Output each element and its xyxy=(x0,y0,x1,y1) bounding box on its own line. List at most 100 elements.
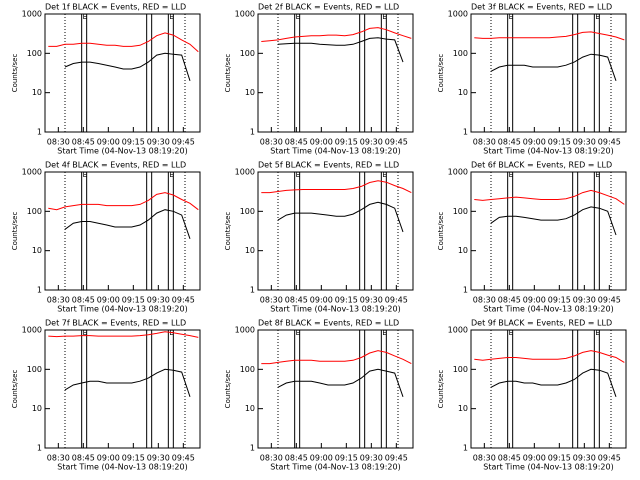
y-tick-label: 1 xyxy=(250,444,255,453)
x-tick-label: 09:30 xyxy=(573,296,596,305)
series-line xyxy=(474,350,625,363)
marker-label: E xyxy=(595,171,599,179)
marker-label: E xyxy=(509,171,513,179)
y-tick-label: 1 xyxy=(463,444,468,453)
x-tick-label: 08:45 xyxy=(285,454,308,463)
x-tick-label: 09:45 xyxy=(385,138,408,147)
plot-frame xyxy=(257,329,414,449)
plot-frame xyxy=(470,329,627,449)
x-tick-label: 09:00 xyxy=(310,296,333,305)
x-tick-label: 09:30 xyxy=(147,296,170,305)
y-tick-label: 10 xyxy=(32,404,42,413)
y-tick-label: 100 xyxy=(27,49,42,58)
y-tick-label: 1 xyxy=(37,128,42,137)
series-line xyxy=(48,331,199,338)
y-axis-label: Counts/sec xyxy=(224,54,232,93)
x-tick-label: 09:45 xyxy=(598,454,621,463)
y-tick-label: 10 xyxy=(458,246,468,255)
y-tick-label: 100 xyxy=(453,49,468,58)
x-tick-label: 08:30 xyxy=(260,296,283,305)
series-line xyxy=(64,52,191,81)
plot-frame xyxy=(470,171,627,291)
plot-frame xyxy=(44,171,201,291)
y-axis-label: Counts/sec xyxy=(437,370,445,409)
y-tick-label: 1 xyxy=(37,286,42,295)
chart-title: Det 3f BLACK = Events, RED = LLD xyxy=(471,3,612,12)
chart-title: Det 6f BLACK = Events, RED = LLD xyxy=(471,161,612,170)
x-tick-label: 09:30 xyxy=(360,138,383,147)
plot-frame xyxy=(257,13,414,133)
x-tick-label: 09:15 xyxy=(122,454,145,463)
x-tick-label: 09:45 xyxy=(172,296,195,305)
y-tick-label: 1000 xyxy=(235,168,255,177)
marker-label: E xyxy=(296,329,300,337)
x-tick-label: 09:45 xyxy=(598,138,621,147)
marker-label: E xyxy=(296,171,300,179)
marker-label: E xyxy=(595,13,599,21)
x-tick-label: 09:00 xyxy=(523,454,546,463)
x-tick-label: 08:45 xyxy=(72,296,95,305)
y-tick-label: 100 xyxy=(240,365,255,374)
x-tick-label: 09:30 xyxy=(147,454,170,463)
y-tick-label: 100 xyxy=(27,207,42,216)
series-line xyxy=(490,206,617,236)
series-line xyxy=(48,192,199,211)
marker-label: E xyxy=(296,13,300,21)
y-tick-label: 1 xyxy=(463,286,468,295)
plot-frame xyxy=(44,13,201,133)
plot-frame xyxy=(470,13,627,133)
plot-frame xyxy=(44,329,201,449)
marker-label: E xyxy=(83,13,87,21)
x-tick-label: 09:15 xyxy=(548,296,571,305)
x-tick-label: 09:45 xyxy=(172,138,195,147)
y-axis-label: Counts/sec xyxy=(11,370,19,409)
series-line xyxy=(490,53,617,81)
y-tick-label: 10 xyxy=(32,246,42,255)
x-tick-label: 08:45 xyxy=(285,296,308,305)
y-axis-label: Counts/sec xyxy=(11,54,19,93)
marker-label: E xyxy=(595,329,599,337)
series-line xyxy=(64,209,191,239)
y-axis-label: Counts/sec xyxy=(224,212,232,251)
y-axis-label: Counts/sec xyxy=(224,370,232,409)
x-axis-label: Start Time (04-Nov-13 08:19:20) xyxy=(483,147,613,156)
y-tick-label: 10 xyxy=(458,88,468,97)
x-axis-label: Start Time (04-Nov-13 08:19:20) xyxy=(270,305,400,314)
marker-label: E xyxy=(509,329,513,337)
series-line xyxy=(48,32,199,53)
y-tick-label: 100 xyxy=(240,49,255,58)
y-tick-label: 10 xyxy=(32,88,42,97)
series-line xyxy=(261,27,412,42)
series-line xyxy=(277,368,404,397)
x-tick-label: 09:45 xyxy=(172,454,195,463)
x-axis-label: Start Time (04-Nov-13 08:19:20) xyxy=(270,147,400,156)
x-tick-label: 08:45 xyxy=(72,138,95,147)
x-axis-label: Start Time (04-Nov-13 08:19:20) xyxy=(57,147,187,156)
x-tick-label: 09:45 xyxy=(385,454,408,463)
y-tick-label: 1000 xyxy=(448,326,468,335)
y-axis-label: Counts/sec xyxy=(437,54,445,93)
x-tick-label: 09:00 xyxy=(97,138,120,147)
marker-label: E xyxy=(83,329,87,337)
x-tick-label: 08:30 xyxy=(47,454,70,463)
y-tick-label: 1 xyxy=(250,286,255,295)
x-axis-label: Start Time (04-Nov-13 08:19:20) xyxy=(483,463,613,472)
series-line xyxy=(474,31,625,41)
x-tick-label: 09:30 xyxy=(360,296,383,305)
x-tick-label: 09:15 xyxy=(122,296,145,305)
x-tick-label: 08:30 xyxy=(473,454,496,463)
x-axis-label: Start Time (04-Nov-13 08:19:20) xyxy=(57,305,187,314)
marker-label: E xyxy=(83,171,87,179)
y-tick-label: 10 xyxy=(245,88,255,97)
series-line xyxy=(261,350,412,365)
x-axis-label: Start Time (04-Nov-13 08:19:20) xyxy=(57,463,187,472)
chart-title: Det 8f BLACK = Events, RED = LLD xyxy=(258,319,399,328)
y-tick-label: 1000 xyxy=(22,10,42,19)
x-tick-label: 09:15 xyxy=(335,454,358,463)
y-tick-label: 1000 xyxy=(235,326,255,335)
series-line xyxy=(474,189,625,205)
x-tick-label: 09:45 xyxy=(598,296,621,305)
chart-title: Det 5f BLACK = Events, RED = LLD xyxy=(258,161,399,170)
x-tick-label: 09:15 xyxy=(122,138,145,147)
series-line xyxy=(490,368,617,397)
